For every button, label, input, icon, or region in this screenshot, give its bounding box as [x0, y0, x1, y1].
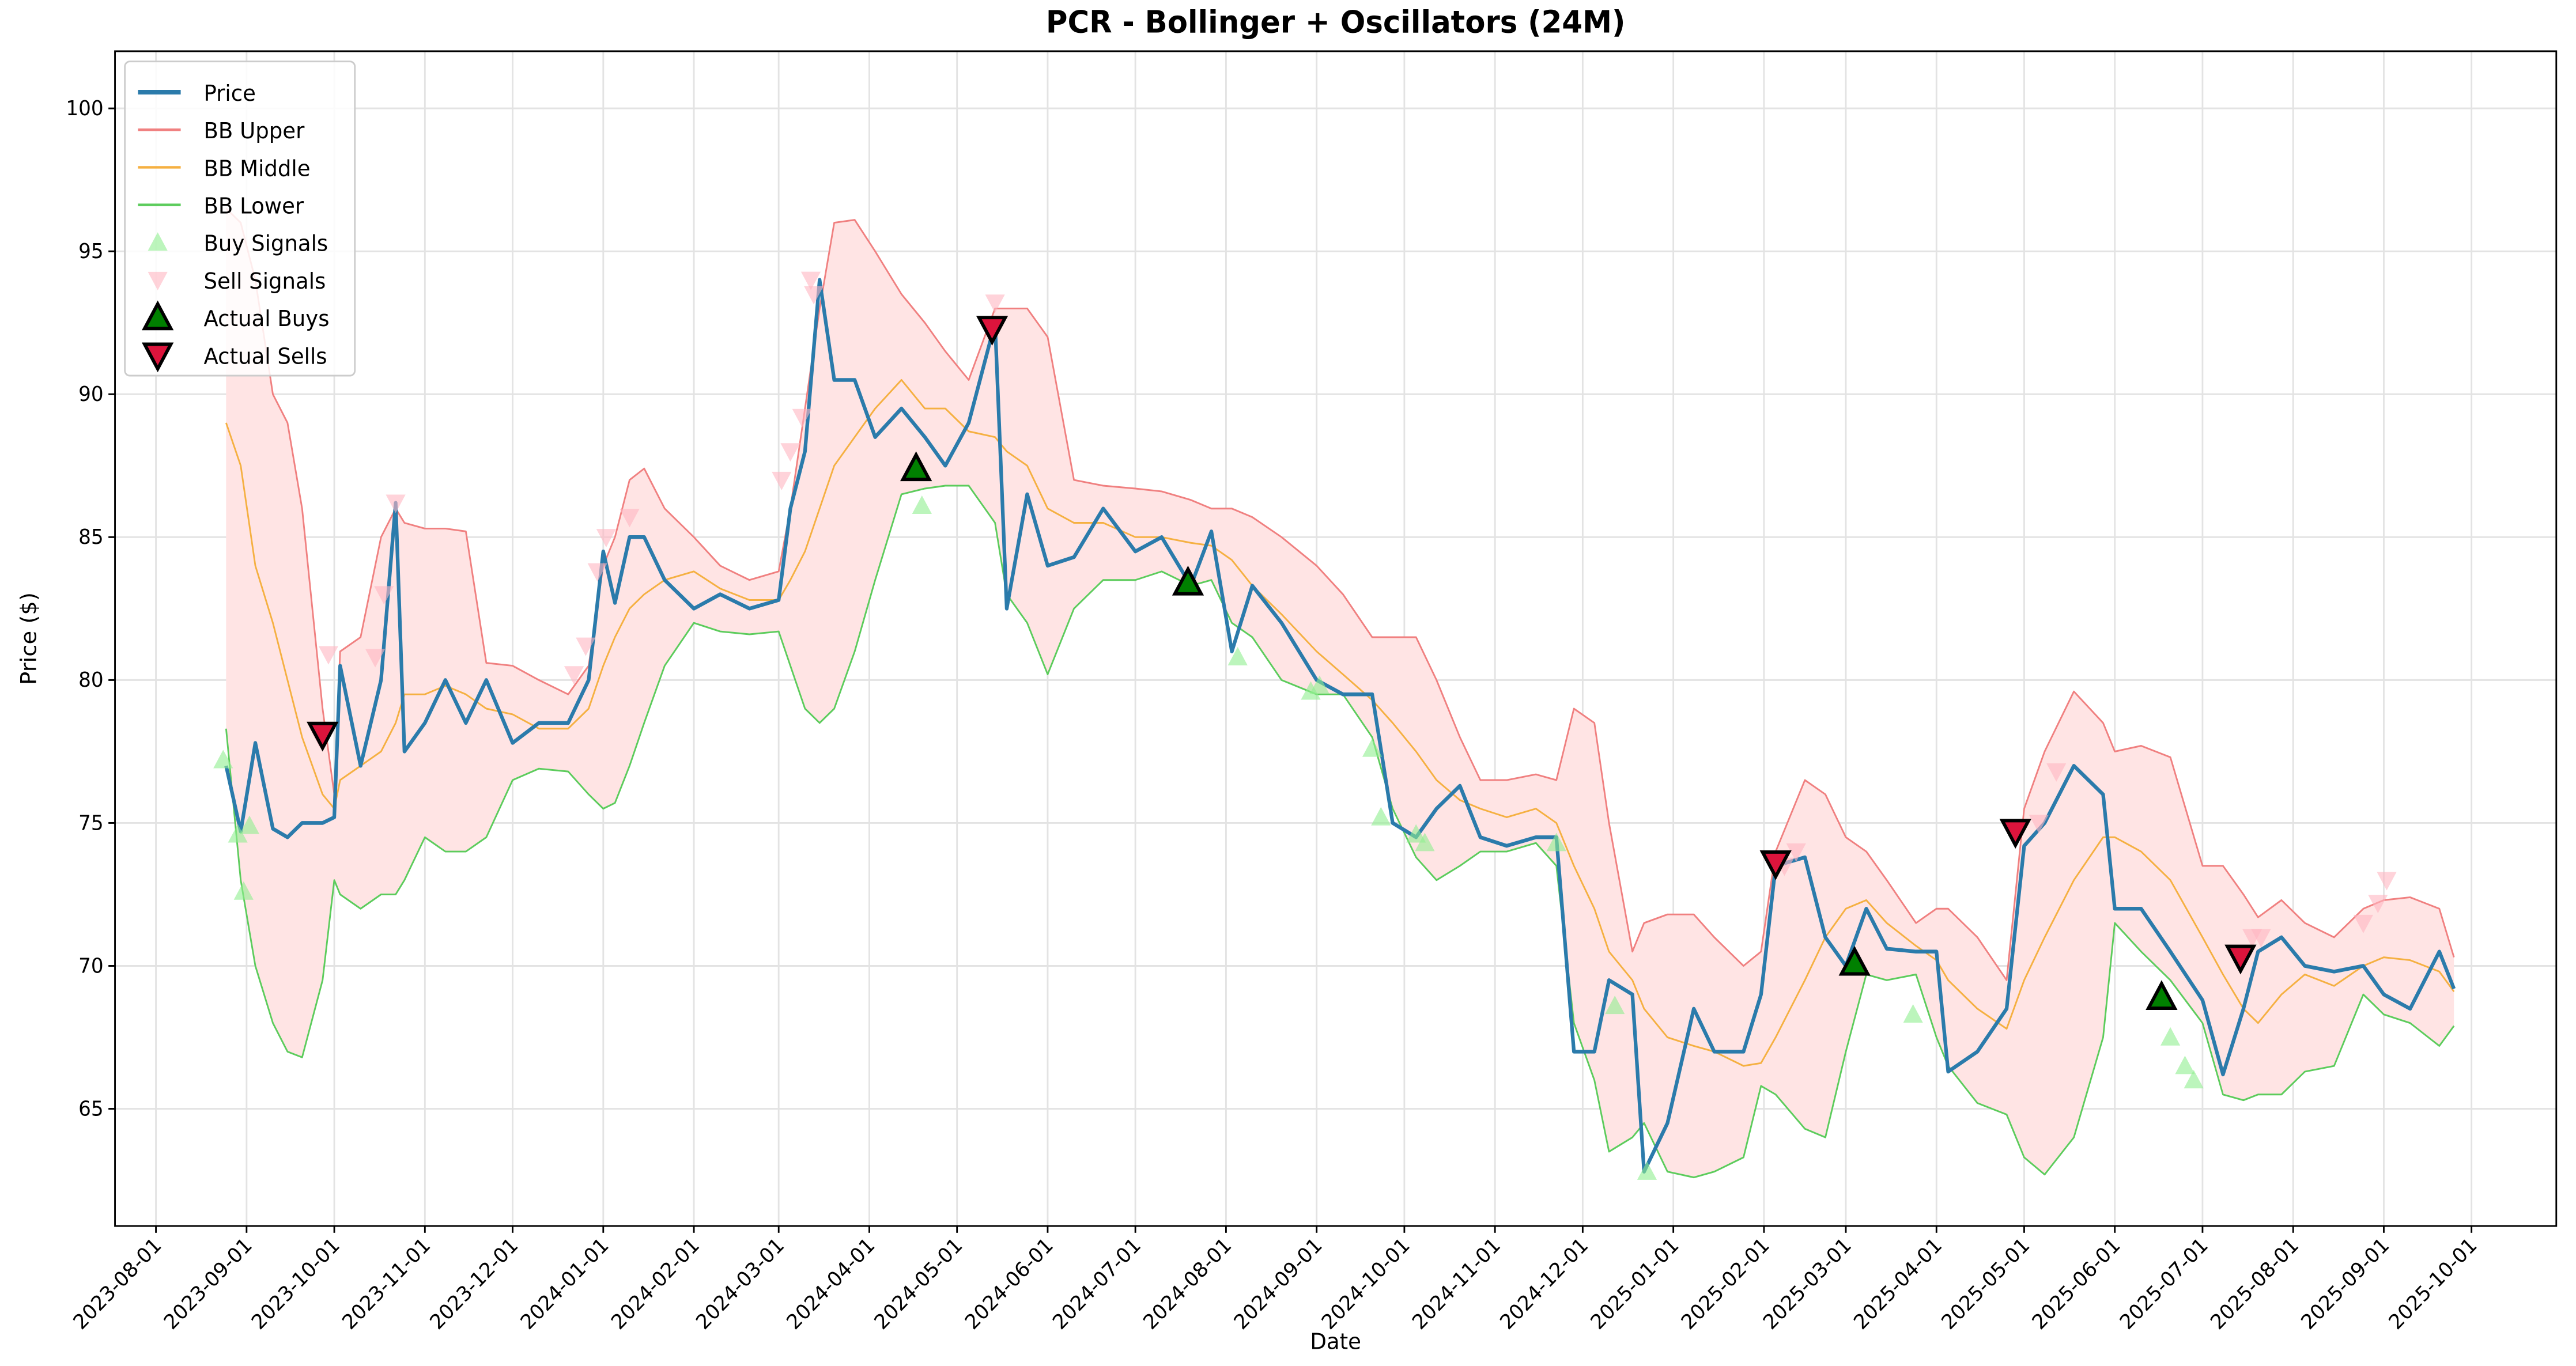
- signal-marker: [239, 815, 260, 834]
- signal-marker: [1605, 996, 1625, 1015]
- trade-marker: [2146, 980, 2178, 1011]
- trade-marker: [1759, 850, 1792, 880]
- y-tick-label: 70: [78, 955, 104, 978]
- legend-label: Price: [203, 80, 255, 106]
- signal-marker: [1227, 646, 1248, 665]
- signal-marker: [2046, 763, 2067, 782]
- signal-marker: [2368, 895, 2388, 914]
- signal-marker: [2251, 929, 2271, 948]
- signal-marker: [213, 750, 233, 769]
- signal-marker: [1415, 833, 1435, 852]
- signal-marker: [1371, 807, 1391, 826]
- signal-marker: [596, 529, 616, 548]
- signal-marker: [800, 271, 821, 290]
- signal-marker: [1406, 824, 1426, 843]
- signal-marker: [386, 494, 406, 513]
- legend-swatch: [142, 342, 174, 373]
- legend-swatch: [148, 271, 168, 290]
- trade-marker: [1999, 819, 2031, 849]
- signal-marker: [1309, 675, 1329, 694]
- signal-marker: [587, 563, 607, 582]
- signal-marker: [576, 637, 596, 656]
- legend-label: BB Upper: [203, 118, 304, 143]
- signal-marker: [985, 294, 1005, 313]
- trade-marker: [2224, 944, 2257, 975]
- chart-title: PCR - Bollinger + Oscillators (24M): [1046, 4, 1626, 40]
- y-tick-label: 100: [66, 97, 103, 120]
- y-tick-label: 75: [78, 812, 104, 835]
- signal-marker: [2184, 1070, 2204, 1089]
- legend-label: Actual Sells: [203, 343, 327, 369]
- trade-marker: [976, 316, 1009, 346]
- legend-box: [124, 60, 356, 377]
- signal-marker: [365, 649, 386, 668]
- signal-marker: [374, 586, 394, 605]
- signal-marker: [1362, 738, 1383, 757]
- legend-label: BB Middle: [203, 156, 310, 181]
- signal-marker: [792, 408, 812, 427]
- signal-marker: [1637, 1161, 1657, 1180]
- trade-marker: [1172, 565, 1204, 596]
- signal-marker: [2175, 1055, 2195, 1074]
- trade-marker: [1838, 945, 1871, 976]
- series-line: [225, 379, 2455, 1067]
- signal-marker: [1301, 681, 1321, 700]
- trade-marker: [900, 451, 932, 482]
- y-tick-label: 90: [78, 383, 104, 407]
- signal-marker: [772, 471, 792, 490]
- y-tick-label: 65: [78, 1098, 104, 1121]
- signal-marker: [233, 881, 254, 900]
- y-tick-label: 80: [78, 669, 104, 693]
- signal-marker: [620, 509, 640, 528]
- y-tick-label: 95: [78, 240, 104, 263]
- legend-label: Actual Buys: [203, 305, 329, 331]
- signal-marker: [564, 666, 584, 685]
- plot-frame: [114, 50, 2558, 1227]
- series-line: [225, 485, 2455, 1179]
- legend-label: Buy Signals: [203, 230, 328, 256]
- signal-marker: [2029, 815, 2049, 834]
- signal-marker: [1903, 1004, 1923, 1023]
- legend: Price BB Upper BB Middle BB Lower Buy Signal…: [124, 60, 356, 377]
- signal-marker: [228, 824, 248, 843]
- signal-marker: [912, 495, 932, 514]
- signal-marker: [1546, 833, 1566, 852]
- legend-label: Sell Signals: [203, 268, 326, 294]
- legend-label: BB Lower: [203, 193, 304, 219]
- signal-marker: [2160, 1027, 2181, 1046]
- signal-marker: [318, 646, 339, 665]
- y-axis-label: Price ($): [16, 592, 41, 685]
- signal-marker: [780, 443, 800, 462]
- signal-marker: [803, 286, 824, 305]
- trade-marker: [307, 721, 339, 752]
- legend-swatch: [148, 232, 168, 251]
- signal-marker: [2353, 914, 2374, 933]
- x-axis-label: Date: [1310, 1329, 1361, 1354]
- legend-swatch: [142, 300, 174, 331]
- series-line: [225, 207, 2455, 981]
- y-tick-label: 85: [78, 526, 104, 550]
- signal-marker: [1786, 843, 1806, 862]
- signal-marker: [2377, 872, 2397, 891]
